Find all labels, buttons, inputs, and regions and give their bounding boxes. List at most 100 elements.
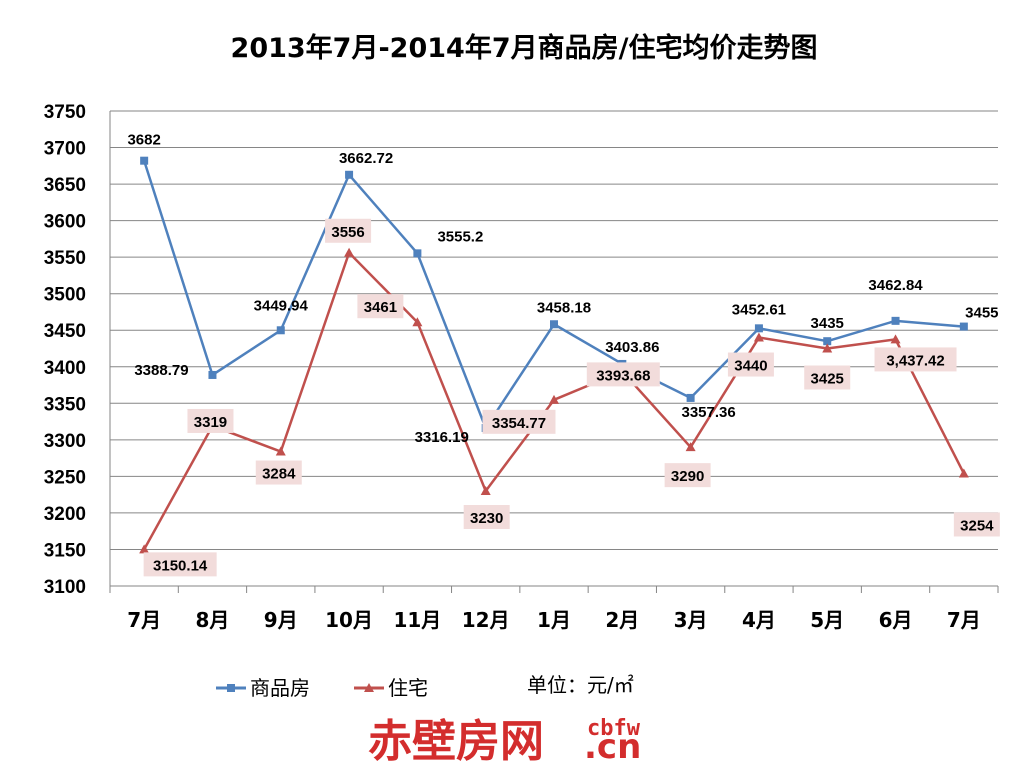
x-tick-label: 3月 <box>674 608 708 632</box>
data-label-bg-residential <box>586 362 660 387</box>
data-label-bg-residential <box>874 347 957 372</box>
y-tick-label: 3300 <box>44 431 86 452</box>
data-point-residential <box>549 394 559 404</box>
data-label-bg-residential <box>357 294 404 319</box>
data-label-commercial: 3435 <box>811 315 844 332</box>
y-tick-label: 3250 <box>44 467 86 488</box>
y-tick-label: 3550 <box>44 248 86 269</box>
data-point-commercial <box>140 156 149 165</box>
data-point-commercial <box>413 249 422 258</box>
data-label-commercial: 3316.19 <box>415 429 469 446</box>
legend-marker-commercial <box>227 684 235 692</box>
x-tick-label: 8月 <box>196 608 230 632</box>
data-label-residential: 3354.77 <box>492 415 546 432</box>
data-label-residential: 3230 <box>470 510 503 527</box>
data-label-commercial: 3455 <box>965 305 998 322</box>
data-label-bg-residential <box>727 352 774 377</box>
x-tick-label: 6月 <box>879 608 913 632</box>
data-label-commercial: 3452.61 <box>732 301 786 318</box>
data-label-commercial: 3682 <box>127 132 160 149</box>
data-label-commercial: 3449.94 <box>254 297 309 314</box>
y-tick-label: 3100 <box>44 577 86 598</box>
data-label-residential: 3440 <box>734 358 767 375</box>
data-point-commercial <box>823 337 832 346</box>
y-tick-label: 3400 <box>44 358 86 379</box>
x-tick-label: 9月 <box>264 608 298 632</box>
data-label-residential: 3284 <box>262 466 296 483</box>
y-axis-ticks: 3100 3150 3200 3250 3300 3350 3400 3450 3500 3550… <box>44 102 86 598</box>
y-tick-label: 3500 <box>44 285 86 306</box>
legend-marker-residential <box>364 683 374 692</box>
chart-title: 2013年7月-2014年7月商品房/住宅均价走势图 <box>231 32 818 64</box>
watermark-domain: .cn <box>584 727 641 767</box>
axes <box>109 111 998 587</box>
y-tick-label: 3200 <box>44 504 86 525</box>
data-point-residential <box>753 332 764 342</box>
data-label-bg-residential <box>187 408 234 433</box>
watermark-en: cbfw <box>587 716 641 741</box>
y-tick-label: 3450 <box>44 321 86 342</box>
data-label-residential: 3150.14 <box>153 557 208 574</box>
x-tick-label: 2月 <box>605 608 639 632</box>
legend: 商品房 住宅 <box>216 676 428 700</box>
x-tick-label: 7月 <box>947 608 981 632</box>
unit-label: 单位：元/㎡ <box>527 673 634 697</box>
data-point-commercial <box>345 170 354 179</box>
data-label-commercial: 3357.36 <box>681 404 735 421</box>
data-point-commercial <box>276 326 285 335</box>
legend-item-residential: 住宅 <box>354 676 428 700</box>
x-tick-label: 4月 <box>742 608 776 632</box>
data-label-residential: 3,437.42 <box>886 352 944 369</box>
data-point-commercial <box>208 370 217 379</box>
data-point-commercial <box>754 324 763 333</box>
x-tick-label: 12月 <box>462 608 510 632</box>
data-point-residential <box>139 544 150 554</box>
x-tick-label: 7月 <box>127 608 161 632</box>
data-label-commercial: 3555.2 <box>437 228 483 245</box>
legend-label-commercial: 商品房 <box>250 676 310 700</box>
data-label-bg-residential <box>482 409 556 434</box>
data-point-residential <box>822 343 833 353</box>
data-label-bg-residential <box>143 552 217 577</box>
data-label-residential: 3290 <box>671 468 704 485</box>
data-label-bg-residential <box>664 463 711 488</box>
data-label-bg-residential <box>953 512 1000 537</box>
x-tick-label: 1月 <box>537 608 571 632</box>
data-label-commercial: 3662.72 <box>339 150 393 167</box>
data-point-residential <box>344 247 355 257</box>
data-point-residential <box>685 442 696 452</box>
data-label-residential: 3556 <box>331 224 364 241</box>
y-tick-label: 3750 <box>44 102 86 123</box>
data-label-residential: 3254 <box>960 517 994 534</box>
data-label-residential: 3461 <box>364 299 397 316</box>
y-tick-label: 3700 <box>44 139 86 160</box>
data-point-residential <box>958 468 969 478</box>
data-label-residential: 3393.68 <box>596 367 650 384</box>
x-axis-ticks: 7月 8月 9月 10月 11月 12月 1月 2月 3月 4月 5月 6月 7月 <box>109 586 999 632</box>
data-label-bg-residential <box>804 365 851 390</box>
series-lines <box>142 160 965 550</box>
data-label-commercial: 3458.18 <box>537 299 591 316</box>
data-point-residential <box>480 486 491 495</box>
y-tick-label: 3650 <box>44 175 86 196</box>
data-label-commercial: 3462.84 <box>868 277 923 294</box>
y-tick-label: 3350 <box>44 394 86 415</box>
data-label-bg-residential <box>325 218 372 243</box>
series-markers <box>139 156 969 554</box>
data-point-commercial <box>959 322 968 331</box>
data-point-commercial <box>550 320 558 329</box>
data-labels: 3682 3388.79 3449.94 3662.72 3555.2 3316.19 34… <box>127 132 1000 577</box>
watermark-cn: 赤壁房网 <box>368 716 544 767</box>
data-label-bg-residential <box>463 505 510 529</box>
data-label-commercial: 3388.79 <box>134 362 188 379</box>
y-tick-label: 3150 <box>44 540 86 561</box>
x-tick-label: 10月 <box>325 608 373 632</box>
x-tick-label: 5月 <box>810 608 844 632</box>
data-point-residential <box>890 334 901 344</box>
data-point-residential <box>412 317 423 327</box>
watermark-logo: 赤壁房网 cbfw .cn <box>368 716 641 767</box>
data-label-residential: 3319 <box>194 414 227 431</box>
y-tick-label: 3600 <box>44 212 86 233</box>
data-point-commercial <box>891 316 900 325</box>
